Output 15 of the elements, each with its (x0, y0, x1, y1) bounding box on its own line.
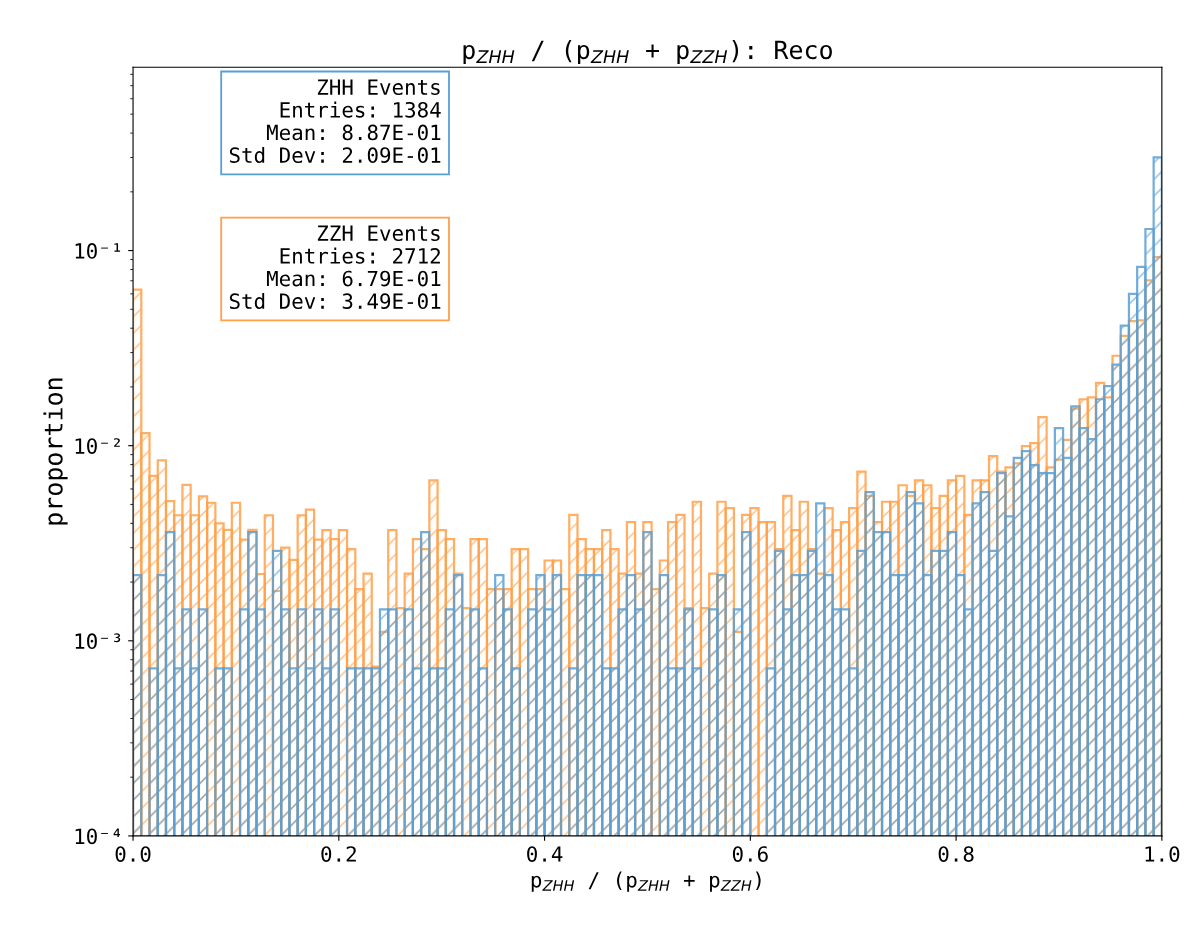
y-tick-label: 10⁻³ (75, 633, 121, 650)
x-tick-label: 0.0 (115, 846, 151, 862)
y-tick-label: 10⁻⁴ (75, 828, 121, 845)
x-tick-label: 0.8 (938, 846, 974, 862)
x-axis-title: p$_{ZHH}$ / (p$_{ZHH}$ + p$_{ZZH}$) (531, 871, 761, 892)
y-tick-label: 10⁻² (75, 438, 120, 454)
x-tick-label: 0.4 (527, 846, 563, 862)
x-tick-label: 0.6 (732, 846, 768, 862)
annotation: ZHH Events Entries: 1384 Mean: 8.87E-01 Std Dev: 2.09E-01 (229, 79, 441, 164)
x-tick-label: 0.2 (321, 846, 356, 862)
x-tick-label: 1.0 (1145, 846, 1180, 862)
chart-title: p$_{ZHH}$ / (p$_{ZHH}$ + p$_{ZZH}$): Reco (463, 39, 832, 65)
y-tick-label: 10⁻¹ (75, 243, 121, 259)
annotation: ZZH Events Entries: 2712 Mean: 6.79E-01 Std Dev: 3.49E-01 (229, 225, 441, 310)
y-axis-title: proportion (43, 378, 68, 525)
